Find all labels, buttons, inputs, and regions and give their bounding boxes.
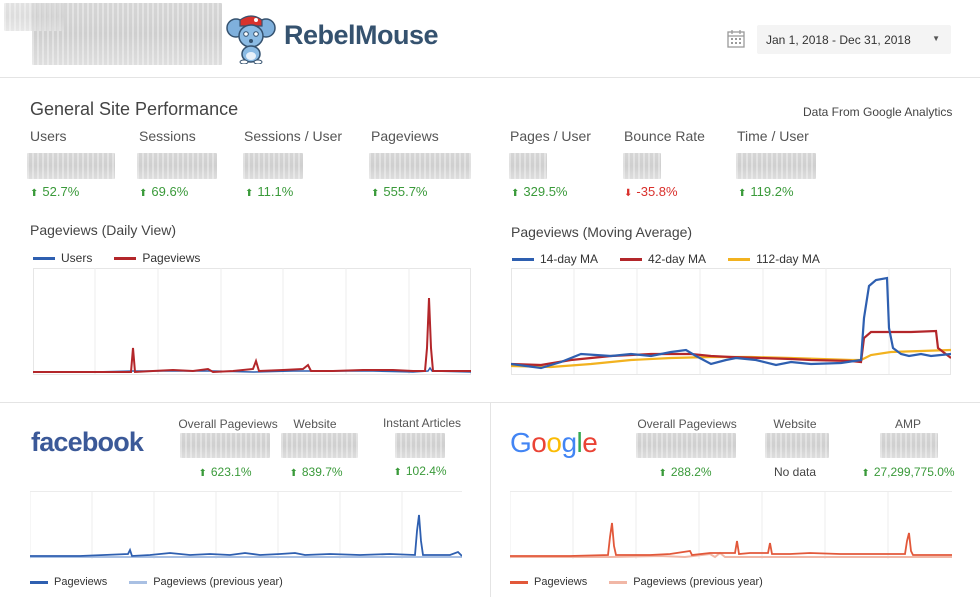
legend-item-fb-previous-year[interactable]: Pageviews (previous year) [129, 576, 283, 588]
section-title: General Site Performance [30, 99, 239, 119]
blurred-value [180, 433, 270, 458]
blurred-value [623, 153, 661, 179]
metric-label-bounce-rate: Bounce Rate [624, 128, 705, 144]
ma-chart-title: Pageviews (Moving Average) [511, 224, 693, 240]
google-label-overall: Overall Pageviews [637, 417, 737, 431]
arrow-up-icon: ⬆ [139, 188, 148, 199]
blurred-value [395, 433, 445, 458]
arrow-up-icon: ⬆ [289, 468, 298, 479]
blurred-value [243, 153, 303, 179]
arrow-up-icon: ⬆ [658, 468, 667, 479]
legend-item-users[interactable]: Users [33, 251, 92, 265]
blurred-value [281, 433, 358, 458]
arrow-up-icon: ⬆ [198, 468, 207, 479]
metric-delta-sessions: ⬆ 69.6% [139, 184, 189, 199]
arrow-up-icon: ⬆ [738, 188, 747, 199]
google-chart-legend: Pageviews Pageviews (previous year) [510, 576, 785, 588]
section-divider [0, 402, 980, 403]
fb-label-instant-articles: Instant Articles [382, 416, 462, 430]
legend-item-42-day-ma[interactable]: 42-day MA [620, 252, 706, 266]
google-website-no-data: No data [773, 465, 817, 479]
facebook-logo: facebook [31, 427, 144, 457]
arrow-up-icon: ⬆ [30, 188, 39, 199]
fb-delta-website: ⬆ 839.7% [289, 465, 343, 479]
header-divider [0, 77, 980, 78]
fb-label-website: Website [293, 417, 337, 431]
arrow-up-icon: ⬆ [371, 188, 380, 199]
legend-item-google-previous-year[interactable]: Pageviews (previous year) [609, 576, 763, 588]
metric-label-pageviews: Pageviews [371, 128, 439, 144]
legend-item-fb-pageviews[interactable]: Pageviews [30, 576, 107, 588]
blurred-value [509, 153, 547, 179]
arrow-up-icon: ⬆ [245, 188, 254, 199]
google-pageviews-chart [510, 491, 952, 559]
rebelmouse-mascot-icon [226, 15, 276, 64]
fb-delta-overall: ⬆ 623.1% [198, 465, 252, 479]
metric-label-pages-per-user: Pages / User [510, 128, 591, 144]
daily-chart-legend: Users Pageviews [33, 251, 222, 265]
metric-label-time-per-user: Time / User [737, 128, 809, 144]
metric-delta-time-per-user: ⬆ 119.2% [738, 184, 794, 199]
google-previous-year-line [510, 551, 952, 559]
ma-14-series-line [511, 276, 951, 370]
blurred-value [137, 153, 217, 179]
metric-label-sessions: Sessions [139, 128, 196, 144]
blurred-client-logo-top [4, 3, 64, 31]
legend-item-pageviews[interactable]: Pageviews [114, 251, 200, 265]
legend-item-112-day-ma[interactable]: 112-day MA [728, 252, 820, 266]
calendar-icon[interactable] [727, 29, 745, 48]
metric-delta-sessions-per-user: ⬆ 11.1% [245, 184, 294, 199]
blurred-value [636, 433, 736, 458]
google-pageviews-line [510, 522, 952, 557]
arrow-up-icon: ⬆ [393, 467, 402, 478]
metric-delta-users: ⬆ 52.7% [30, 184, 80, 199]
google-delta-overall: ⬆ 288.2% [658, 465, 712, 479]
legend-item-14-day-ma[interactable]: 14-day MA [512, 252, 598, 266]
metric-delta-bounce-rate: ⬇ -35.8% [624, 184, 678, 199]
google-logo: Google [510, 427, 598, 458]
arrow-up-icon: ⬆ [511, 188, 520, 199]
date-range-value: Jan 1, 2018 - Dec 31, 2018 [766, 33, 911, 47]
metric-label-sessions-per-user: Sessions / User [244, 128, 343, 144]
arrow-up-icon: ⬆ [861, 468, 870, 479]
daily-chart-title: Pageviews (Daily View) [30, 222, 177, 238]
fb-chart-legend: Pageviews Pageviews (previous year) [30, 576, 305, 588]
blurred-value [880, 433, 938, 458]
column-divider [490, 403, 491, 597]
moving-average-chart [511, 268, 951, 375]
pageviews-series-line [33, 297, 471, 374]
date-range-select[interactable]: Jan 1, 2018 - Dec 31, 2018 ▼ [757, 25, 951, 54]
google-label-amp: AMP [894, 417, 921, 431]
fb-delta-instant-articles: ⬆ 102.4% [393, 464, 447, 478]
metric-label-users: Users [30, 128, 67, 144]
blurred-value [765, 433, 829, 458]
blurred-value [369, 153, 471, 179]
data-source-label: Data From Google Analytics [803, 105, 953, 119]
brand-name: RebelMouse [284, 20, 439, 50]
metric-delta-pageviews: ⬆ 555.7% [371, 184, 428, 199]
arrow-down-icon: ⬇ [624, 188, 633, 199]
google-delta-amp: ⬆ 27,299,775.0% [861, 465, 955, 479]
ma-chart-legend: 14-day MA 42-day MA 112-day MA [512, 252, 842, 266]
blurred-value [27, 153, 115, 179]
fb-pageviews-line [30, 514, 462, 557]
google-label-website: Website [773, 417, 817, 431]
daily-pageviews-chart [33, 268, 471, 375]
fb-label-overall: Overall Pageviews [178, 417, 278, 431]
legend-item-google-pageviews[interactable]: Pageviews [510, 576, 587, 588]
facebook-pageviews-chart [30, 491, 462, 559]
chevron-down-icon: ▼ [932, 34, 940, 43]
blurred-value [736, 153, 816, 179]
metric-delta-pages-per-user: ⬆ 329.5% [511, 184, 568, 199]
